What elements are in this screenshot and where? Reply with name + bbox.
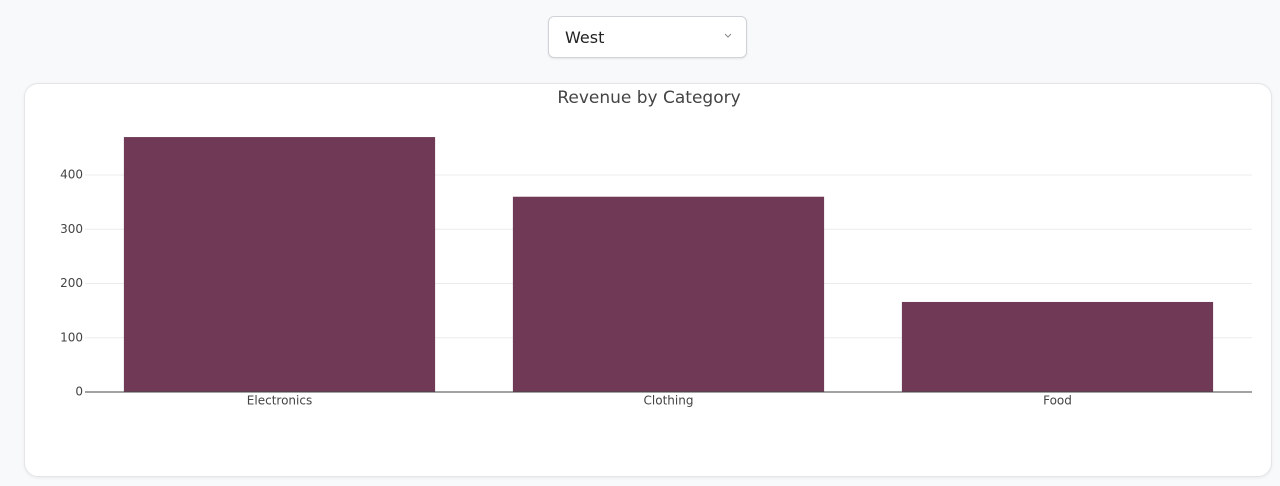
y-tick-label: 300 — [60, 222, 83, 236]
chart: Revenue by Category 0 100 200 300 400 Electro… — [60, 88, 1252, 408]
bar — [123, 137, 436, 392]
y-tick-label: 0 — [75, 385, 83, 399]
bar — [901, 301, 1214, 392]
bar — [512, 196, 825, 392]
y-tick-label: 200 — [60, 276, 83, 290]
x-tick-label: Electronics — [247, 394, 312, 408]
x-tick-label: Food — [1043, 394, 1072, 408]
chart-title: Revenue by Category — [557, 88, 740, 108]
y-tick-label: 400 — [60, 168, 83, 182]
y-tick-label: 100 — [60, 330, 83, 344]
chevron — [724, 33, 732, 38]
region-dropdown[interactable]: West — [548, 16, 747, 58]
chart-card: Revenue by Category 0 100 200 300 400 Electro… — [24, 83, 1272, 477]
x-tick-label: Clothing — [644, 394, 694, 408]
dropdown-value: West — [565, 28, 605, 47]
